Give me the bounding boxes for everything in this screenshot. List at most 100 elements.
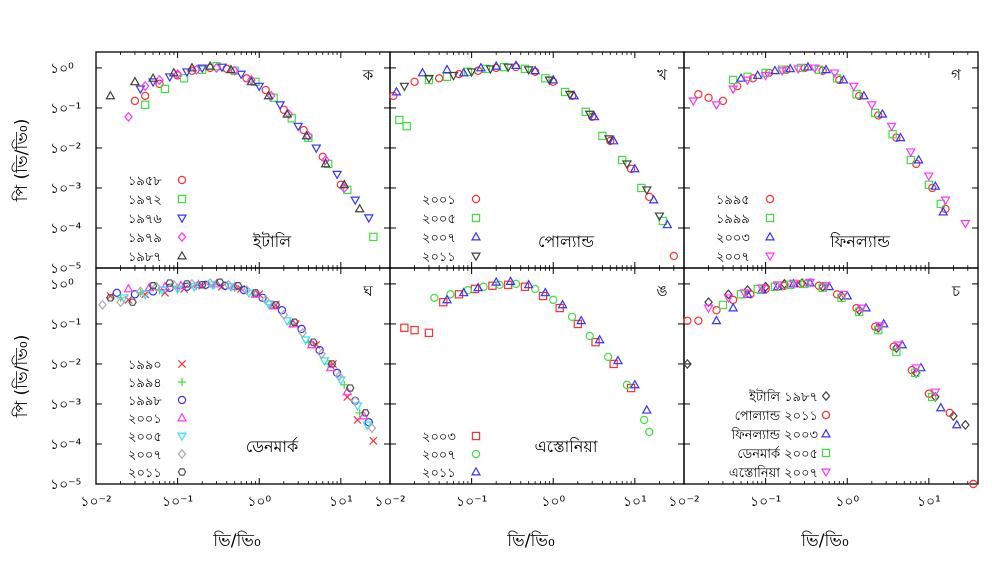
legend-label: ২০০৭ [128, 448, 162, 463]
circle-marker [315, 346, 324, 355]
triangle-down-marker [886, 122, 897, 132]
x-tick-label: ১০⁻¹ [456, 494, 487, 510]
panel-6 [683, 267, 979, 485]
square-marker [177, 194, 187, 204]
triangle-up-marker [913, 154, 924, 164]
hexagon-marker [128, 298, 137, 306]
x-axis-label: ভি/ভি₀ [800, 530, 849, 551]
square-marker [179, 74, 189, 83]
triangle-up-marker [320, 158, 331, 168]
triangle-up-marker [711, 315, 722, 325]
x-tick-label: ১০⁻¹ [162, 494, 193, 510]
square-marker [424, 328, 434, 338]
circle-marker [765, 194, 775, 204]
triangle-down-marker [688, 97, 699, 107]
triangle-up-marker [897, 339, 908, 349]
triangle-up-marker [764, 231, 776, 241]
triangle-down-marker [176, 432, 188, 442]
diamond-marker [724, 289, 733, 300]
triangle-down-marker [641, 186, 652, 196]
triangle-up-marker [301, 130, 312, 140]
triangle-down-marker [470, 252, 482, 262]
circle-marker [434, 74, 444, 83]
triangle-up-marker [175, 280, 187, 290]
hexagon-marker [327, 360, 337, 368]
legend-label: ১৯৯৫ [716, 193, 750, 208]
triangle-down-marker [181, 68, 192, 78]
country-label: ফিনল্যান্ড [829, 232, 890, 251]
diamond-marker [303, 130, 313, 142]
triangle-up-marker [186, 62, 198, 72]
triangle-down-marker [319, 357, 330, 367]
circle-marker [454, 69, 464, 79]
diamond-marker [350, 395, 360, 406]
triangle-down-marker [584, 110, 595, 120]
triangle-down-marker [523, 66, 534, 76]
panel-letter: খ [657, 66, 668, 84]
triangle-up-marker [938, 206, 949, 216]
legend-label: পোল্যান্ড ২০১১ [735, 409, 818, 424]
y-tick-label: ১০⁻⁵ [50, 261, 81, 277]
legend-label: ২০০১ [128, 412, 162, 427]
triangle-up-marker [229, 281, 240, 291]
square-marker [400, 323, 409, 333]
triangle-down-marker [399, 82, 410, 92]
triangle-down-marker [448, 71, 459, 81]
square-marker [541, 74, 550, 83]
legend-label: ২০০৩ [422, 430, 456, 445]
square-marker [832, 74, 842, 83]
panel-letter: ঘ [362, 282, 373, 300]
legend-label: ডেনমার্ক ২০০৫ [737, 446, 818, 462]
diamond-marker [155, 74, 164, 86]
legend-label: ১৯৭৬ [128, 212, 162, 227]
triangle-down-marker [960, 219, 971, 229]
triangle-up-marker [246, 76, 257, 86]
triangle-down-marker [838, 290, 849, 300]
legend-label: ২০১১ [128, 466, 162, 481]
square-marker [520, 64, 530, 74]
y-axis-label: পি (ভি/ভি₀) [11, 119, 32, 203]
circle-marker [639, 415, 649, 425]
y-tick-label: ১০⁻⁴ [50, 221, 82, 237]
square-marker [728, 75, 738, 85]
diamond-marker [177, 231, 187, 243]
circle-marker [277, 306, 287, 315]
x-marker [328, 359, 337, 368]
triangle-down-marker [300, 336, 311, 346]
hexagon-marker [251, 289, 260, 297]
diamond-marker [261, 294, 271, 305]
triangle-down-marker [856, 304, 867, 314]
diamond-marker [284, 109, 294, 120]
diamond-marker [136, 286, 145, 297]
hexagon-marker [233, 282, 243, 290]
triangle-down-marker [940, 196, 951, 206]
circle-marker [683, 316, 692, 325]
panel-letter: ঙ [656, 282, 667, 300]
hexagon-marker [106, 294, 115, 302]
x-axis-label: ভি/ভি₀ [506, 530, 555, 551]
square-marker [454, 290, 464, 299]
x-tick-label: ১০⁰ [541, 494, 565, 510]
x-tick-label: ১০¹ [917, 494, 941, 510]
circle-marker [177, 395, 187, 405]
square-marker [718, 300, 728, 310]
circle-marker [258, 293, 267, 303]
hexagon-marker [165, 279, 175, 287]
circle-marker [821, 410, 831, 420]
circle-marker [669, 251, 679, 261]
circle-marker [704, 93, 713, 102]
circle-marker [140, 91, 150, 101]
square-marker [888, 130, 897, 139]
legend-label: ১৯৫৮ [128, 174, 162, 189]
diamond-marker [367, 422, 377, 434]
square-marker [765, 213, 775, 223]
triangle-down-marker [172, 285, 183, 295]
circle-marker [780, 281, 789, 290]
triangle-up-marker [442, 64, 453, 74]
circle-marker [430, 293, 439, 303]
panel-letter: গ [951, 66, 962, 84]
triangle-down-marker [282, 317, 293, 327]
square-marker [488, 281, 497, 290]
triangle-down-marker [197, 64, 208, 74]
plus-marker [177, 377, 187, 387]
